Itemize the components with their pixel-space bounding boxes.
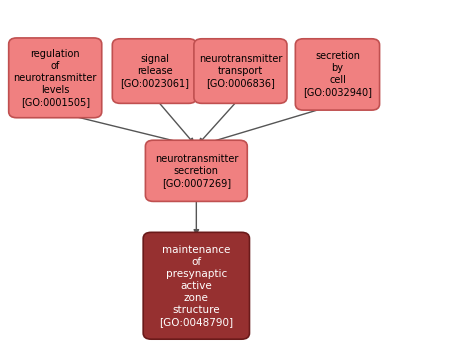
FancyBboxPatch shape <box>9 38 102 118</box>
FancyBboxPatch shape <box>295 39 379 110</box>
Text: maintenance
of
presynaptic
active
zone
structure
[GO:0048790]: maintenance of presynaptic active zone s… <box>159 245 234 327</box>
Text: neurotransmitter
secretion
[GO:0007269]: neurotransmitter secretion [GO:0007269] <box>155 154 238 188</box>
FancyBboxPatch shape <box>112 39 197 104</box>
Text: regulation
of
neurotransmitter
levels
[GO:0001505]: regulation of neurotransmitter levels [G… <box>14 49 97 107</box>
Text: signal
release
[GO:0023061]: signal release [GO:0023061] <box>120 54 189 88</box>
Text: secretion
by
cell
[GO:0032940]: secretion by cell [GO:0032940] <box>303 51 372 97</box>
FancyBboxPatch shape <box>143 232 249 339</box>
Text: neurotransmitter
transport
[GO:0006836]: neurotransmitter transport [GO:0006836] <box>199 54 282 88</box>
FancyBboxPatch shape <box>194 39 287 104</box>
FancyBboxPatch shape <box>145 140 247 201</box>
